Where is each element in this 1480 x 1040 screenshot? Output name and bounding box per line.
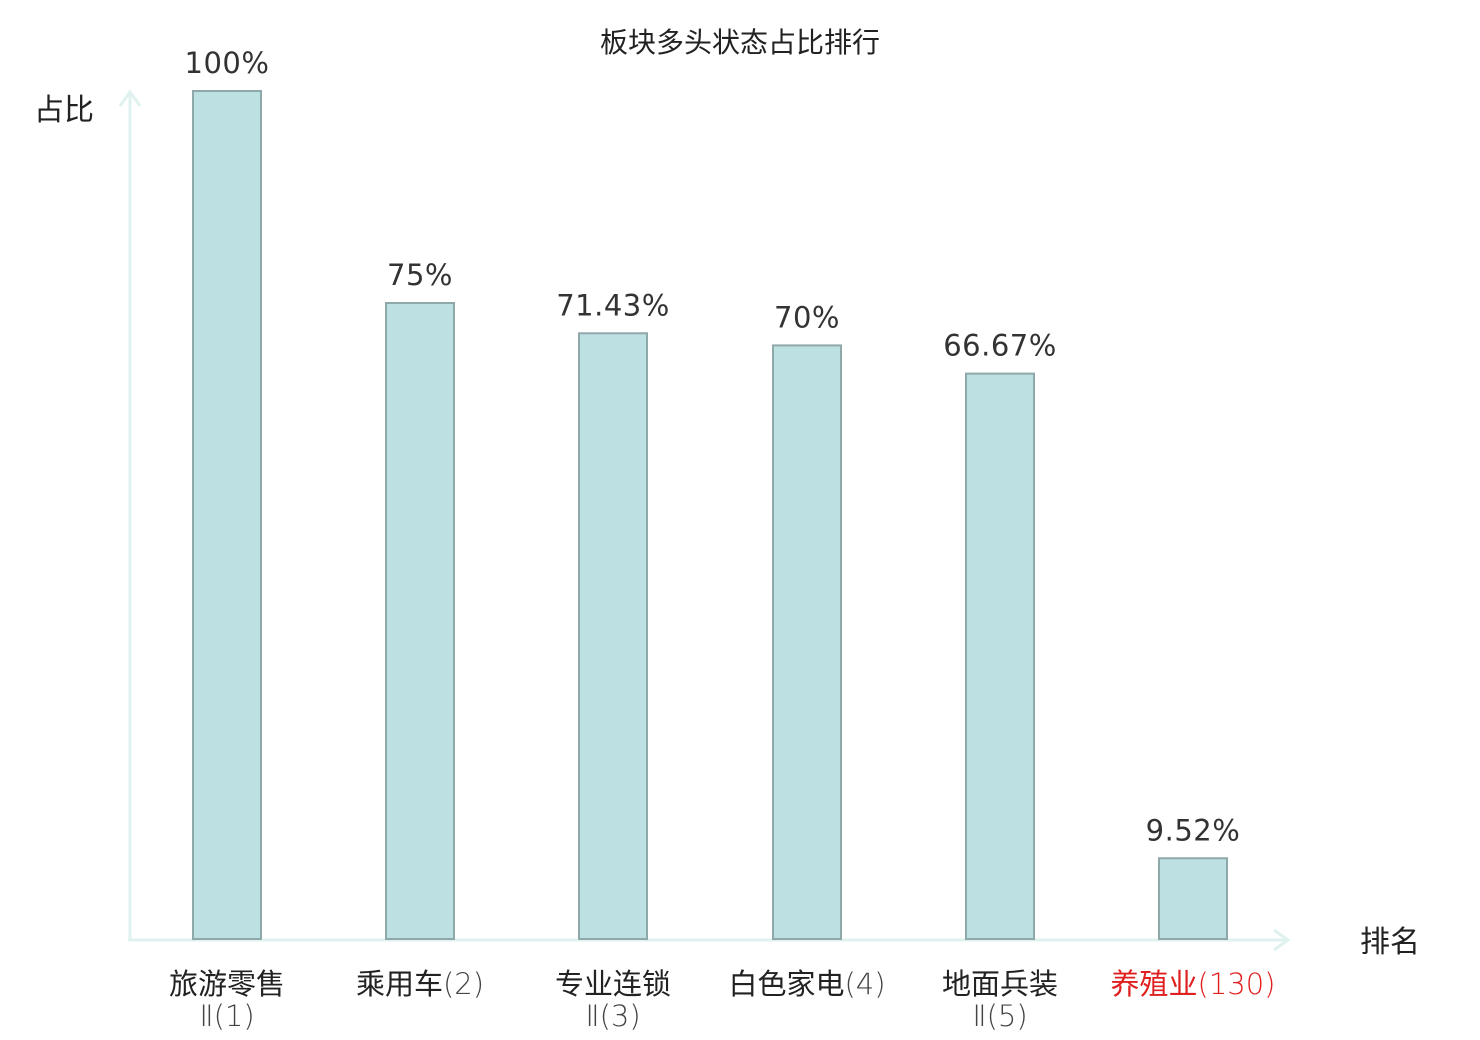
x-axis [128, 928, 1291, 952]
bar [385, 302, 455, 940]
bar-value-label: 70% [774, 300, 840, 334]
category-label: 养殖业(130) [1111, 967, 1276, 1001]
x-axis-arrow-icon [1273, 928, 1291, 952]
bar-series [192, 90, 1228, 940]
bar-value-label: 71.43% [556, 288, 670, 322]
y-axis-arrow-icon [118, 89, 142, 107]
category-label: 白色家电(4) [728, 967, 885, 1001]
bar [192, 90, 262, 940]
bar [1158, 857, 1228, 940]
category-label: 地面兵装 [942, 967, 1058, 1001]
bar [578, 332, 648, 940]
bar-value-label: 9.52% [1146, 813, 1241, 847]
bar-value-label: 100% [185, 46, 270, 80]
bar-value-label: 66.67% [943, 329, 1057, 363]
category-label: 旅游零售 [169, 967, 285, 1001]
category-label: 乘用车(2) [356, 967, 484, 1001]
bar [772, 344, 842, 940]
category-label: 专业连锁 [555, 967, 671, 1001]
bar [965, 372, 1035, 940]
bar-value-label: 75% [387, 258, 453, 292]
x-axis-label: 排名 [1360, 925, 1420, 960]
category-label-rank: Ⅱ(1) [199, 999, 254, 1033]
category-label-rank: Ⅱ(5) [972, 999, 1027, 1033]
category-label-rank: Ⅱ(3) [585, 999, 640, 1033]
y-axis [118, 89, 142, 940]
y-axis-label: 占比 [34, 93, 94, 128]
chart-title: 板块多头状态占比排行 [600, 26, 880, 59]
value-labels: 100% 75% 71.43% 70% 66.67% 9.52% [185, 46, 1241, 847]
